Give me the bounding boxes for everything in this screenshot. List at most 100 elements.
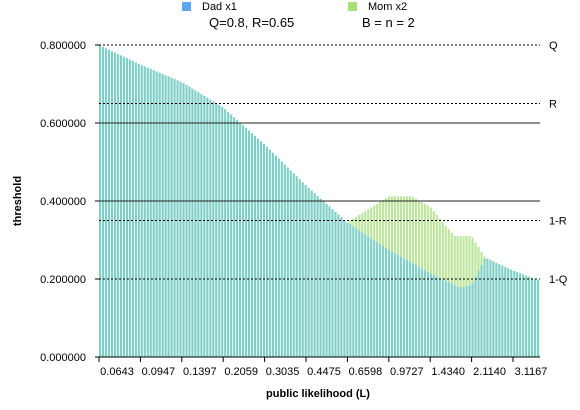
bar-overlap [113,52,117,357]
x-axis-title: public likelihood (L) [266,388,370,400]
bar-overlap [283,164,286,357]
bar-overlap [379,244,382,357]
y-tick-label: 0.400000 [40,196,86,208]
bar-overlap [444,280,447,357]
bar-overlap [343,219,346,357]
bar-mom-extra [483,256,486,259]
bar-overlap [110,51,114,357]
bar-overlap [498,264,501,357]
bar-overlap [128,59,131,357]
bar-overlap [253,135,257,357]
bar-overlap [173,79,176,357]
bar-mom-extra [438,218,441,278]
bar-overlap [116,53,120,357]
bar-overlap [319,198,322,357]
bar-mom-extra [429,207,432,274]
bar-overlap [122,56,125,357]
reference-line-label: 1-R [549,216,567,228]
bar-overlap [462,286,465,357]
bar-overlap [486,258,489,357]
bar-overlap [417,266,420,357]
bar-overlap [420,268,423,357]
bar-overlap [271,152,274,357]
bar-overlap [411,263,415,357]
x-tick-label: 0.6598 [349,366,383,378]
bar-overlap [328,206,331,357]
bar-overlap [131,60,134,357]
bar-overlap [352,226,355,357]
bar-mom-extra [411,197,415,264]
bar-overlap [480,264,483,357]
bar-overlap [218,105,221,358]
bar-overlap [158,72,161,357]
legend-label-dad: Dad x1 [202,1,237,13]
bar-mom-extra [355,216,358,229]
bar-overlap [453,284,456,357]
bar-overlap [227,111,230,357]
bar-mom-extra [352,218,355,227]
reference-line-label: Q [549,40,558,52]
bar-overlap [250,133,254,357]
x-tick-label: 0.2059 [224,366,258,378]
bar-overlap [230,114,233,357]
bar-overlap [101,46,105,357]
bar-overlap [531,277,534,357]
bar-overlap [197,92,200,358]
bar-overlap [176,80,179,357]
bar-overlap [441,279,444,357]
bar-mom-extra [417,200,420,267]
bar-mom-extra [370,207,373,239]
bar-mom-extra [468,236,471,286]
bar-overlap [393,253,397,357]
bar-overlap [465,286,468,357]
bar-overlap [155,71,158,358]
x-tick-label: 3.1167 [515,366,548,378]
bar-overlap [534,279,537,357]
bar-overlap [203,95,206,357]
bar-overlap [164,75,167,357]
bar-mom-extra [376,203,379,243]
bar-mom-extra [459,236,462,288]
bar-mom-extra [453,236,456,285]
bar-mom-extra [396,196,400,255]
bar-overlap [167,76,170,357]
bar-overlap [298,179,301,357]
bar-mom-extra [399,196,403,257]
bar-mom-extra [423,203,426,271]
bar-overlap [245,127,248,357]
bar-overlap [277,158,280,357]
bar-mom-extra [364,211,367,235]
bar-overlap [233,117,236,357]
bar-overlap [119,55,123,357]
bar-mom-extra [414,198,417,266]
bar-mom-extra [480,251,483,265]
bar-overlap [125,58,128,358]
bar-mom-extra [408,196,412,262]
bar-overlap [364,234,367,357]
bar-overlap [200,94,203,357]
bar-overlap [215,103,218,357]
bar-overlap [149,68,152,357]
bar-overlap [191,88,194,357]
bar-overlap [471,282,474,357]
legend-swatch-dad [182,2,191,11]
bar-overlap [242,125,245,357]
bar-mom-extra [441,221,444,280]
bar-overlap [265,146,269,357]
x-tick-label: 0.4475 [307,366,341,378]
bar-mom-extra [393,196,397,254]
bar-overlap [256,138,260,357]
bar-overlap [537,279,540,357]
bar-overlap [346,222,349,357]
bar-overlap [146,67,149,358]
bar-overlap [212,101,215,358]
bar-overlap [286,167,289,357]
bar-overlap [450,283,453,357]
bar-overlap [432,274,435,357]
bar-overlap [399,256,403,357]
bar-mom-extra [432,211,435,275]
bar-overlap [373,240,376,357]
bar-overlap [295,176,298,357]
bar-overlap [236,119,239,357]
